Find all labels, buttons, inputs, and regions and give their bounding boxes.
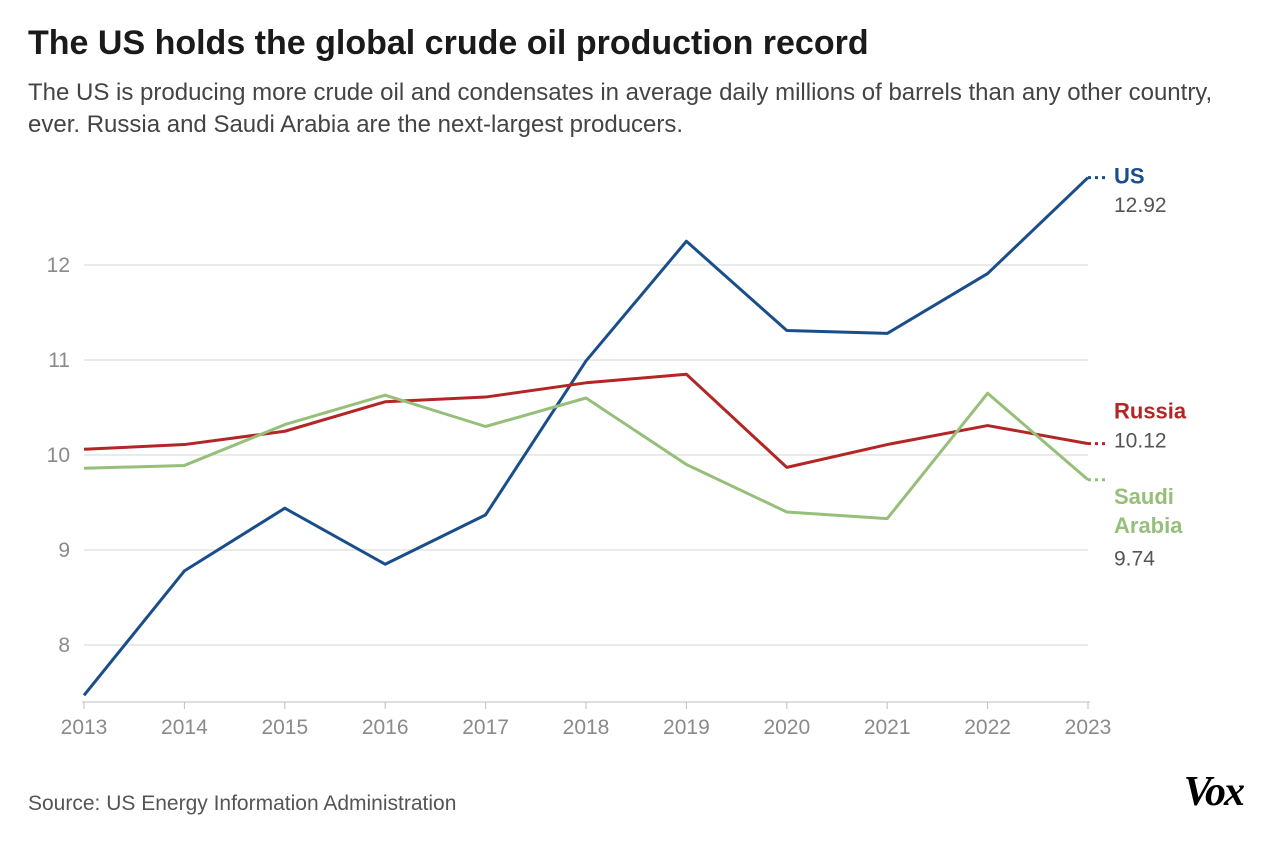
chart-subtitle: The US is producing more crude oil and c… (28, 77, 1243, 142)
series-value-saudi: 9.74 (1114, 547, 1155, 570)
x-axis-label: 2022 (964, 716, 1011, 739)
x-axis-label: 2019 (663, 716, 710, 739)
chart-footer: Source: US Energy Information Administra… (28, 768, 1243, 816)
x-axis-label: 2020 (763, 716, 810, 739)
line-chart: 8 9 10 11 12 2013 2014 2015 2016 2017 2018 2019 2020… (28, 160, 1243, 750)
x-axis-label: 2014 (161, 716, 208, 739)
x-axis-label: 2013 (61, 716, 108, 739)
series-label-russia: Russia (1114, 398, 1187, 423)
series-line-russia (84, 374, 1088, 467)
brand-logo: Vox (1184, 768, 1243, 816)
chart-container: 8 9 10 11 12 2013 2014 2015 2016 2017 2018 2019 2020… (28, 160, 1243, 750)
y-axis-label: 9 (58, 539, 70, 562)
x-axis-label: 2018 (563, 716, 610, 739)
series-value-us: 12.92 (1114, 194, 1167, 217)
x-axis-label: 2015 (261, 716, 308, 739)
series-line-saudi (84, 393, 1088, 518)
y-axis-label: 12 (47, 254, 70, 277)
y-axis-label: 11 (48, 349, 70, 372)
source-text: Source: US Energy Information Administra… (28, 792, 456, 816)
y-axis-label: 10 (47, 444, 70, 467)
x-axis-label: 2023 (1065, 716, 1112, 739)
chart-title: The US holds the global crude oil produc… (28, 24, 1243, 63)
y-axis-label: 8 (58, 634, 70, 657)
x-axis-label: 2017 (462, 716, 509, 739)
series-label-saudi-2: Arabia (1114, 513, 1183, 538)
series-value-russia: 10.12 (1114, 429, 1167, 452)
series-label-us: US (1114, 163, 1145, 188)
series-label-saudi-1: Saudi (1114, 484, 1174, 509)
x-axis-label: 2016 (362, 716, 409, 739)
x-axis-label: 2021 (864, 716, 911, 739)
